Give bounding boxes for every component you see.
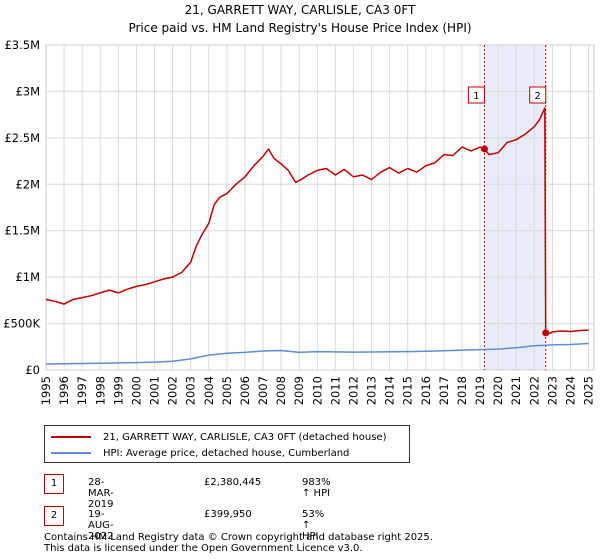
price-paid-line [45, 107, 589, 335]
y-tick-label: £1.5M [4, 224, 40, 238]
x-tick-label: 2014 [383, 376, 397, 405]
legend-swatch-blue [51, 452, 91, 454]
x-tick-label: 1997 [75, 376, 89, 405]
x-tick-label: 2005 [220, 376, 234, 405]
x-tick-label: 2015 [401, 376, 415, 405]
transaction-price: £2,380,445 [204, 477, 262, 488]
sale-point [480, 145, 488, 153]
x-tick-label: 2003 [184, 376, 198, 405]
transaction-badge: 2 [44, 506, 64, 526]
legend-item-hpi: HPI: Average price, detached house, Cumb… [51, 445, 349, 461]
x-tick-label: 1995 [39, 376, 53, 405]
hpi-line [45, 342, 589, 365]
x-tick-label: 2020 [491, 376, 505, 405]
y-tick-label: £2.5M [4, 131, 40, 145]
x-tick-label: 2010 [310, 376, 324, 405]
transaction-badge: 1 [44, 474, 64, 494]
marker-badge [467, 86, 485, 104]
x-tick-label: 2012 [346, 376, 360, 405]
legend-swatch-red [51, 436, 91, 438]
y-tick-label: £3.5M [4, 38, 40, 52]
x-tick-label: 2024 [564, 376, 578, 405]
x-tick-label: 1998 [93, 376, 107, 405]
x-tick-label: 2002 [166, 376, 180, 405]
x-tick-label: 2007 [256, 376, 270, 405]
x-tick-label: 2025 [582, 376, 596, 405]
marker-badge [529, 86, 547, 104]
transaction-date: 28-MAR-2019 [88, 477, 114, 510]
footer-license: This data is licensed under the Open Gov… [44, 543, 363, 554]
x-tick-label: 1996 [57, 376, 71, 405]
legend-label-price: 21, GARRETT WAY, CARLISLE, CA3 0FT (deta… [103, 431, 387, 443]
plot-area: £0 £500K £1M £1.5M £2M £2.5M £3M £3.5M 1995 1996 1… [3, 38, 595, 405]
transaction-hpi: 53% ↑ HPI [302, 509, 325, 542]
y-tick-label: £500K [3, 317, 40, 331]
chart-title: 21, GARRETT WAY, CARLISLE, CA3 0FT [185, 3, 416, 17]
x-tick-label: 2013 [365, 376, 379, 405]
transaction-price: £399,950 [204, 509, 252, 520]
chart-subtitle: Price paid vs. HM Land Registry's House … [128, 21, 471, 35]
legend: 21, GARRETT WAY, CARLISLE, CA3 0FT (deta… [44, 425, 410, 463]
x-tick-label: 2021 [509, 376, 523, 405]
x-tick-label: 2001 [148, 376, 162, 405]
x-tick-label: 2009 [292, 376, 306, 405]
x-tick-label: 2008 [274, 376, 288, 405]
x-tick-label: 2019 [473, 376, 487, 405]
price-chart: 21, GARRETT WAY, CARLISLE, CA3 0FT Price… [3, 3, 595, 405]
y-tick-label: £2M [15, 177, 40, 191]
x-tick-label: 2023 [545, 376, 559, 405]
y-tick-label: £1M [15, 270, 40, 284]
x-tick-label: 2004 [202, 376, 216, 405]
plot-frame [45, 44, 595, 371]
legend-item-price: 21, GARRETT WAY, CARLISLE, CA3 0FT (deta… [51, 429, 386, 445]
legend-label-hpi: HPI: Average price, detached house, Cumb… [103, 447, 350, 459]
footer: Contains HM Land Registry data © Crown c… [44, 532, 433, 554]
x-tick-label: 2018 [455, 376, 469, 405]
x-tick-label: 2011 [328, 376, 342, 405]
marker-label: 2 [535, 91, 541, 102]
x-tick-label: 2016 [419, 376, 433, 405]
transaction-date: 19-AUG-2022 [88, 509, 114, 542]
x-tick-label: 2006 [238, 376, 252, 405]
x-tick-label: 2000 [129, 376, 143, 405]
marker-label: 1 [473, 91, 479, 102]
x-tick-label: 2022 [527, 376, 541, 405]
footer-copyright: Contains HM Land Registry data © Crown c… [44, 532, 433, 543]
x-tick-label: 2017 [437, 376, 451, 405]
transaction-hpi: 983% ↑ HPI [302, 477, 331, 499]
y-tick-label: £0 [25, 363, 40, 377]
x-tick-label: 1999 [111, 376, 125, 405]
y-tick-label: £3M [15, 84, 40, 98]
sale-point [542, 329, 550, 337]
